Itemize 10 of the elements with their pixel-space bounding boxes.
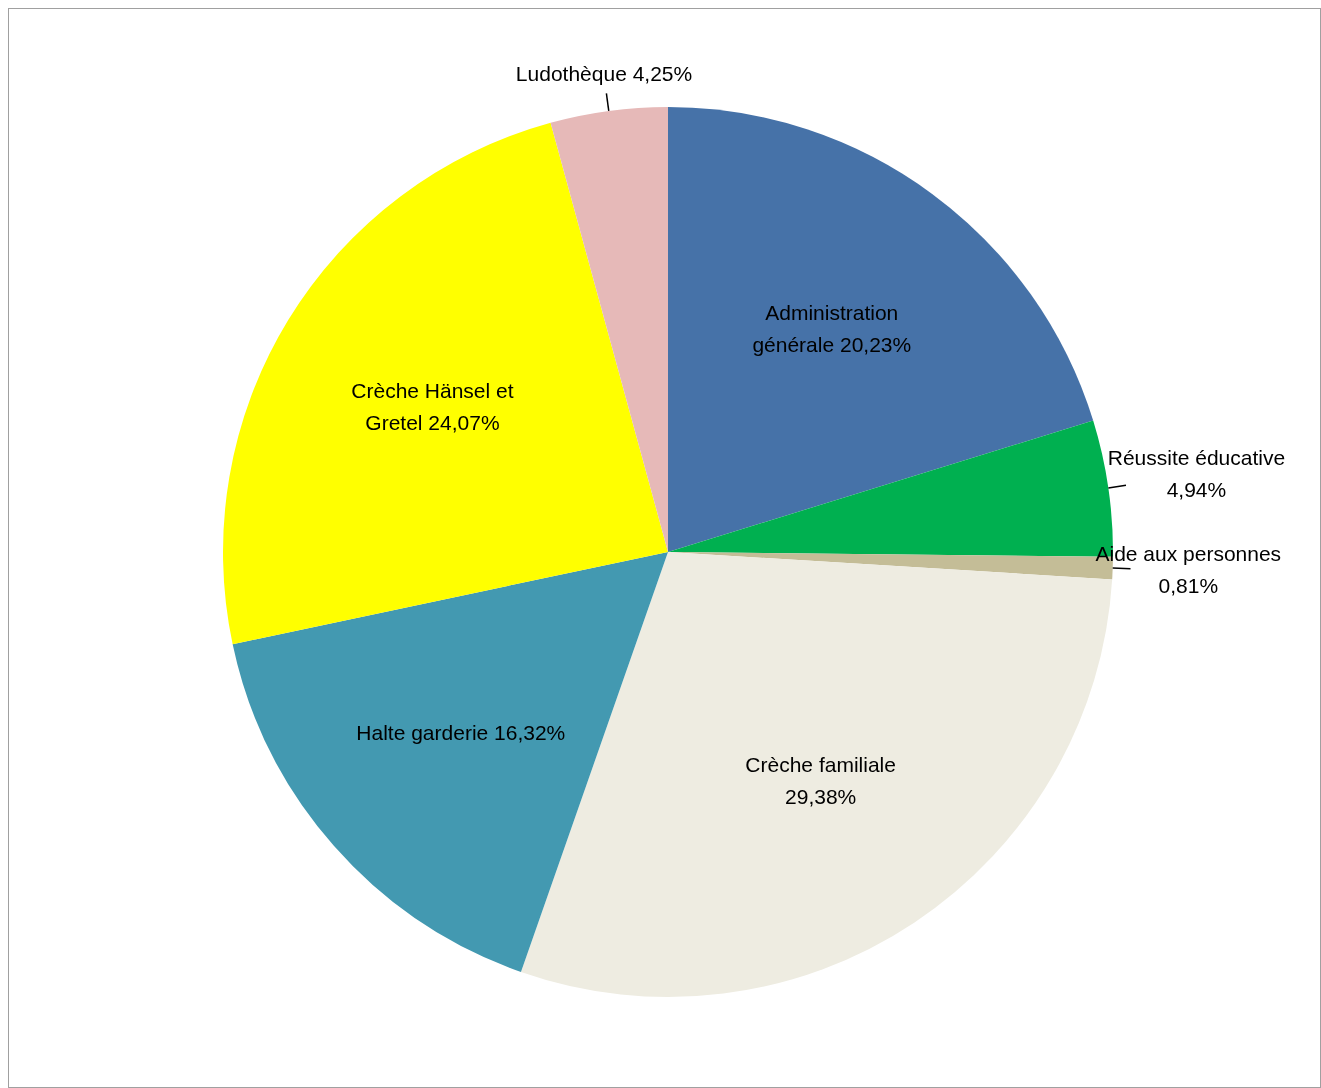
slice-label: Halte garderie 16,32% [356, 720, 566, 744]
slice-label: Crèche Hänsel et Gretel 24,07% [351, 379, 514, 435]
slice-label: Administration générale 20,23% [752, 300, 912, 356]
slice-label: Ludothèque 4,25% [515, 62, 693, 86]
slice-label: Crèche familiale [745, 752, 896, 776]
data-label: 0,81% [1158, 573, 1219, 597]
data-label: 29,38% [785, 784, 857, 808]
data-label: 4,94% [1166, 477, 1227, 501]
slice-label: Réussite éducative [1107, 445, 1286, 469]
slice-label: Aide aux personnes [1095, 541, 1282, 565]
